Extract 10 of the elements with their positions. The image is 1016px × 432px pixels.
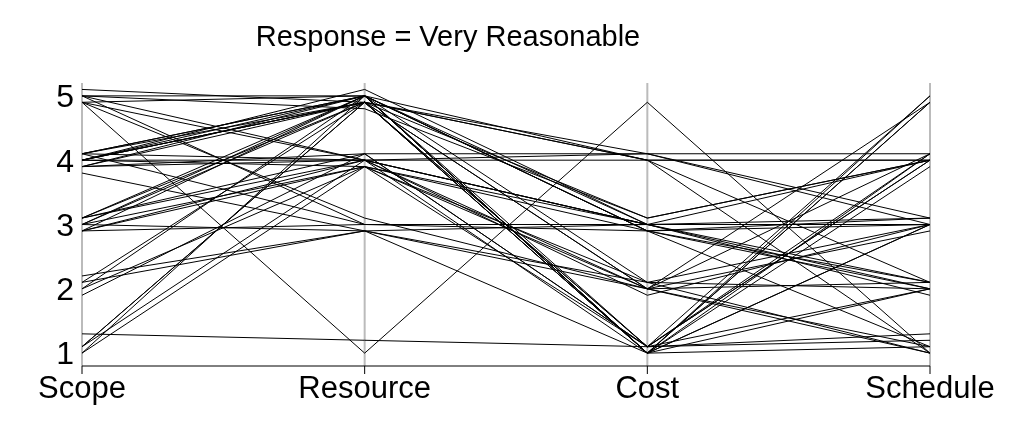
x-tick-label: Cost bbox=[615, 370, 680, 406]
y-tick-label: 3 bbox=[56, 206, 74, 243]
x-tick-label: Scope bbox=[38, 370, 126, 406]
x-tick-label: Schedule bbox=[865, 370, 995, 406]
y-tick-label: 2 bbox=[56, 271, 74, 308]
y-tick-label: 1 bbox=[56, 335, 74, 372]
y-tick-label: 5 bbox=[56, 78, 74, 115]
x-tick-label: Resource bbox=[298, 370, 432, 406]
chart-title: Response = Very Reasonable bbox=[254, 19, 642, 54]
y-tick-label: 4 bbox=[56, 142, 74, 179]
